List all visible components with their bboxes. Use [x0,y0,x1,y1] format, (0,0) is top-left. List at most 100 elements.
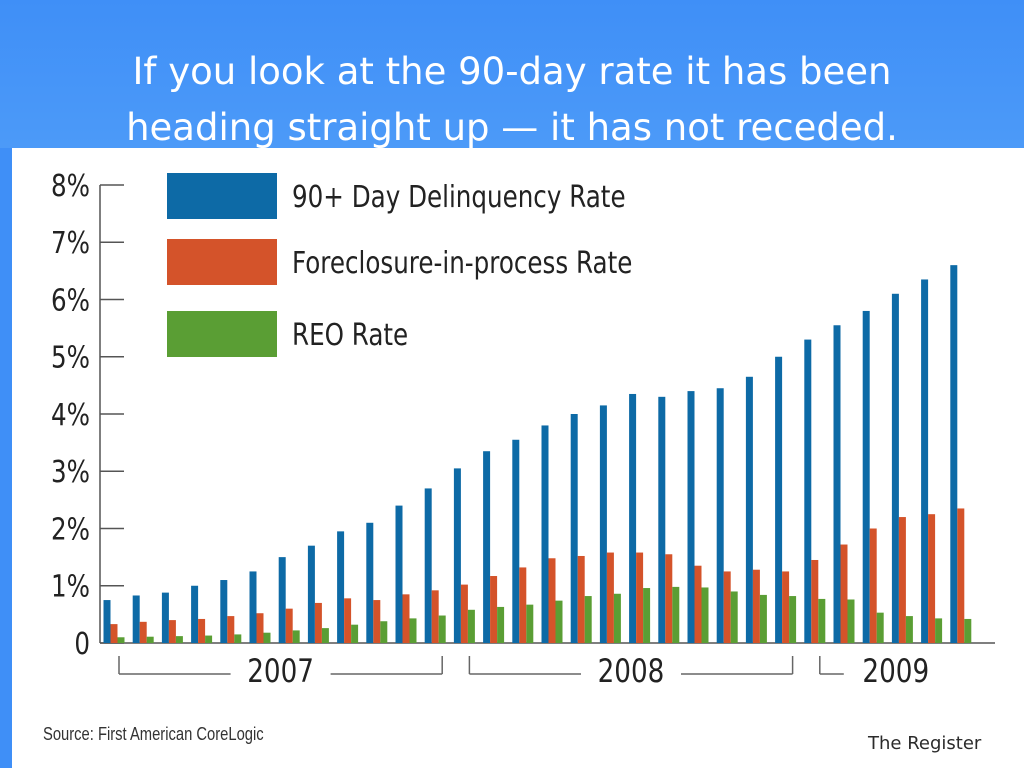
bar-reo [351,624,359,643]
slide-title: If you look at the 90-day rate it has be… [0,44,1024,156]
bar-foreclosure [606,552,614,643]
bar-delinquency [891,293,899,643]
slide-title-line-1: If you look at the 90-day rate it has be… [132,50,892,93]
bar-reo [643,588,651,643]
bar-reo [175,636,183,643]
bar-foreclosure [928,514,936,643]
y-tick-label: 8% [51,170,90,204]
legend-swatch [167,311,277,357]
left-accent-strip [0,148,12,768]
bar-delinquency [366,522,374,643]
bar-foreclosure [314,602,322,643]
bar-foreclosure [665,554,673,643]
bar-delinquency [804,339,812,643]
bar-reo [263,632,271,643]
bar-delinquency [775,356,783,643]
bar-delinquency [191,585,199,643]
legend-swatch [167,173,277,219]
bar-foreclosure [490,576,498,643]
bar-delinquency [453,468,461,643]
bar-delinquency [103,600,111,643]
bar-foreclosure [957,508,965,643]
bar-foreclosure [694,565,702,643]
bar-reo [234,634,242,643]
bar-reo [935,618,943,643]
bar-foreclosure [636,552,644,643]
bar-delinquency [541,425,549,643]
bar-reo [701,587,709,643]
bar-reo [964,618,972,643]
bar-delinquency [220,580,228,643]
legend-label: 90+ Day Delinquency Rate [292,181,626,215]
bar-delinquency [716,388,724,643]
y-tick-label: 2% [51,513,90,547]
y-tick-label: 3% [51,456,90,490]
bar-foreclosure [869,528,877,643]
bar-foreclosure [519,567,527,643]
bar-reo [497,606,505,643]
bar-foreclosure [752,569,760,643]
bar-reo [438,615,446,643]
bar-foreclosure [898,517,906,643]
year-label: 2008 [598,652,665,689]
year-label: 2009 [862,652,929,689]
bar-reo [467,609,475,643]
bar-reo [672,586,680,643]
bar-foreclosure [840,544,848,643]
bar-foreclosure [373,600,381,643]
year-label: 2007 [247,652,314,689]
bar-reo [555,600,563,643]
bar-foreclosure [782,571,790,643]
bar-reo [526,604,534,643]
chart-source-note: Source: First American CoreLogic [43,724,264,744]
legend-label: Foreclosure-in-process Rate [292,247,632,281]
bar-reo [380,621,388,643]
bar-foreclosure [431,590,439,643]
bar-delinquency [278,557,286,643]
y-tick-label: 6% [51,284,90,318]
bar-foreclosure [723,571,731,643]
y-tick-label: 5% [51,342,90,376]
publisher-brand: The Register [868,733,982,754]
bar-foreclosure [811,559,819,643]
bar-delinquency [337,531,345,643]
bar-delinquency [161,592,169,643]
bar-delinquency [483,451,491,643]
bar-reo [789,596,797,643]
bar-delinquency [921,279,929,643]
bar-reo [876,612,884,643]
bar-reo [847,599,855,643]
bar-reo [146,636,154,643]
bar-delinquency [833,325,841,643]
bar-foreclosure [460,584,468,643]
legend-label: REO Rate [292,319,408,353]
bar-foreclosure [402,594,410,643]
bar-foreclosure [227,616,235,643]
bar-delinquency [629,393,637,643]
legend-swatch [167,239,277,285]
bar-reo [205,635,213,643]
bar-delinquency [570,414,578,643]
bar-delinquency [307,545,315,643]
bar-delinquency [512,439,520,643]
bar-reo [409,618,417,643]
y-tick-label: 1% [51,571,90,605]
slide-title-line-2: heading straight up — it has not receded… [126,106,898,149]
y-tick-label: 7% [51,227,90,261]
bar-delinquency [599,405,607,643]
bar-foreclosure [168,620,176,643]
bar-foreclosure [198,618,206,643]
bar-foreclosure [139,621,147,643]
bar-reo [292,630,300,643]
bar-foreclosure [285,608,293,643]
bar-delinquency [745,376,753,643]
y-tick-label: 0 [74,628,90,662]
bar-reo [584,596,592,643]
bar-foreclosure [577,555,585,643]
bar-reo [730,591,738,643]
bar-reo [613,593,621,643]
bar-reo [818,598,826,643]
bar-foreclosure [110,624,118,643]
bar-reo [321,628,329,643]
